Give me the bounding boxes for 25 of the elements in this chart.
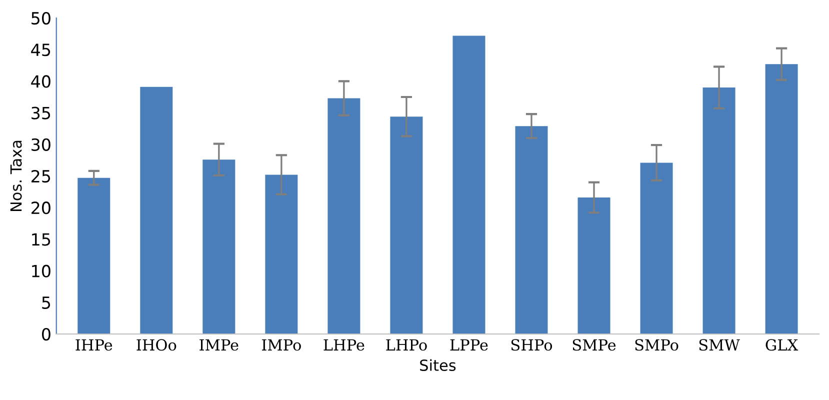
x-tick-label: SHPo <box>511 339 552 351</box>
x-tick-label: SMW <box>699 339 740 351</box>
x-tick-label: LHPo <box>386 339 427 351</box>
x-tick-label: SMPo <box>635 339 678 351</box>
y-tick-label: 10 <box>32 264 50 278</box>
x-tick-label: IHPe <box>76 339 112 351</box>
y-tick-label: 5 <box>42 296 50 309</box>
y-tick-label: 50 <box>32 12 50 25</box>
x-tick-label: GLX <box>766 339 798 351</box>
x-tick-label: LHPe <box>324 339 364 351</box>
y-tick-label: 45 <box>31 44 50 56</box>
x-tick-label: IMPe <box>200 339 238 351</box>
y-tick-label: 25 <box>32 170 50 183</box>
x-tick-label: IMPo <box>262 339 301 351</box>
y-tick-label: 40 <box>31 75 50 88</box>
y-tick-label: 35 <box>32 106 50 120</box>
x-tick-label: IHOo <box>136 339 176 351</box>
y-tick-label: 15 <box>32 233 50 246</box>
y-tick-label: 0 <box>42 328 50 341</box>
y-axis-title: Nos. Taxa <box>10 140 22 212</box>
x-tick-label: LPPe <box>450 339 488 351</box>
x-axis-title: Sites <box>420 359 456 372</box>
y-tick-label: 20 <box>32 202 50 214</box>
y-tick-label: 30 <box>32 138 50 151</box>
x-tick-label: SMPe <box>572 339 616 351</box>
